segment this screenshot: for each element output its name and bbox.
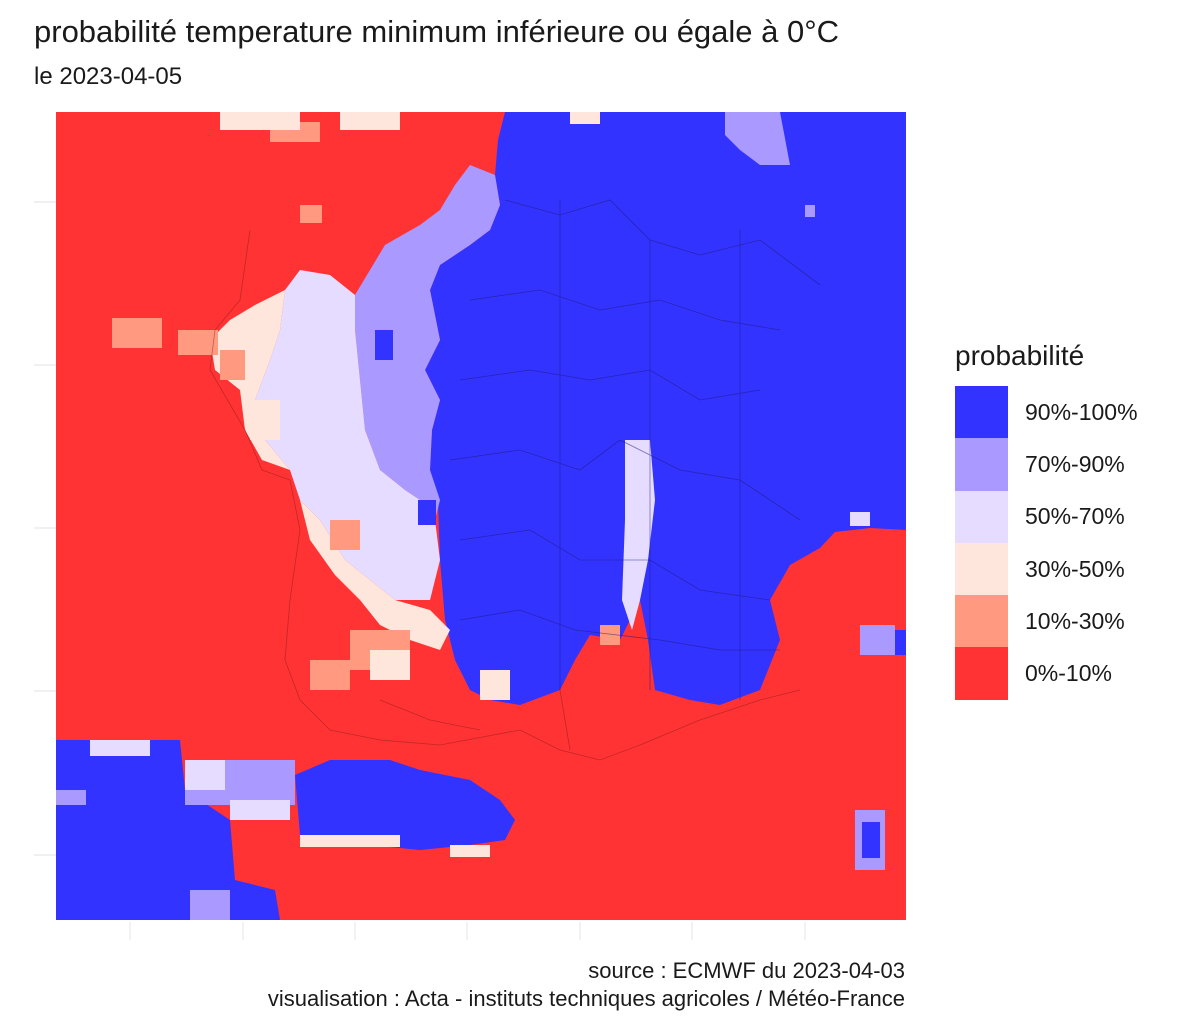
department-borders — [449, 199, 821, 700]
zone-high-spain-west — [56, 740, 280, 920]
legend-swatch — [955, 595, 1008, 648]
map-title: probabilité temperature minimum inférieu… — [34, 14, 840, 49]
legend-label: 30%-50% — [1025, 555, 1125, 582]
legend-swatch — [955, 542, 1008, 596]
legend-label: 50%-70% — [1025, 503, 1125, 530]
caption-credit: visualisation : Acta - instituts techniq… — [267, 986, 905, 1011]
legend-item-70-90: 70%-90% — [955, 438, 1138, 491]
caption-source: source : ECMWF du 2023-04-03 — [588, 958, 905, 983]
zone-70-90-centre — [355, 165, 500, 520]
legend-item-90-100: 90%-100% — [955, 386, 1138, 439]
legend-item-50-70: 50%-70% — [955, 490, 1138, 543]
legend-item-30-50: 30%-50% — [955, 542, 1138, 596]
zone-rhone-valley — [622, 440, 655, 630]
map-subtitle: le 2023-04-05 — [34, 63, 183, 90]
zone-high-northeast — [425, 112, 906, 705]
legend-label: 0%-10% — [1025, 660, 1112, 687]
legend-swatch — [955, 490, 1008, 543]
legend-item-0-10: 0%-10% — [955, 647, 1138, 700]
legend-swatch — [955, 386, 1008, 439]
legend-label: 70%-90% — [1025, 450, 1125, 477]
legend-swatch — [955, 647, 1008, 700]
zone-high-pyrenees — [295, 760, 515, 850]
legend-label: 90%-100% — [1025, 398, 1138, 425]
map-legend: probabilité 90%-100% 70%-90% 50%-70% 30%… — [955, 340, 1138, 700]
map-graticule — [34, 201, 806, 940]
legend-item-10-30: 10%-30% — [955, 595, 1138, 648]
legend-label: 10%-30% — [1025, 607, 1125, 634]
zone-50-70-west — [255, 270, 440, 600]
legend-title: probabilité — [955, 340, 1085, 371]
zone-30-50-west — [210, 290, 290, 470]
legend-swatch — [955, 438, 1008, 491]
